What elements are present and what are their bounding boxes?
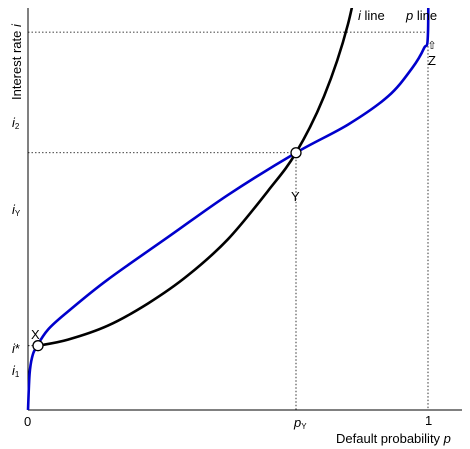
series-label-i-var: i	[358, 8, 362, 23]
series-line-0	[37, 8, 354, 347]
series-label-p-text: line	[413, 8, 437, 23]
series-label-i-line: i line	[358, 8, 385, 23]
y-tick-i1-var: i	[12, 363, 16, 378]
x-tick-pY-var: p	[293, 415, 301, 430]
y-tick-iY-var: i	[12, 202, 16, 217]
point-label-x: X	[31, 327, 40, 342]
series-label-i-text: line	[361, 8, 385, 23]
up-arrow-icon: ⇧	[427, 40, 436, 52]
x-tick-pY-sub: Y	[301, 422, 307, 431]
y-tick-iY: iY	[12, 202, 21, 218]
x-tick-pY: pY	[293, 415, 307, 431]
series-label-p-line: p line	[405, 8, 437, 23]
point-marker-0	[32, 340, 44, 352]
y-tick-istar-var: i	[12, 341, 16, 356]
y-tick-i2: i2	[12, 115, 20, 131]
y-axis-label-var: i	[9, 23, 24, 27]
y-tick-i2-sub: 2	[15, 122, 20, 131]
y-axis-label: Interest rate i	[9, 23, 24, 100]
x-tick-1: 1	[425, 413, 432, 428]
y-tick-istar-mark: *	[15, 341, 20, 356]
y-tick-i2-var: i	[12, 115, 16, 130]
annotation-z: Z	[428, 53, 436, 68]
y-axis-label-text: Interest rate	[9, 27, 24, 100]
axes	[27, 8, 462, 411]
points	[32, 147, 302, 352]
series-lines	[26, 8, 430, 411]
point-label-y: Y	[291, 189, 300, 204]
point-marker-1	[290, 147, 302, 159]
series-label-p-var: p	[405, 8, 413, 23]
y-tick-iY-sub: Y	[15, 209, 21, 218]
x-axis-label-var: p	[443, 431, 451, 446]
guide-lines	[28, 31, 429, 410]
y-tick-i1: i1	[12, 363, 20, 379]
x-axis-label-text: Default probability	[336, 431, 444, 446]
series-line-1	[26, 8, 430, 411]
x-tick-0: 0	[24, 414, 31, 429]
y-tick-istar: i*	[12, 341, 20, 356]
x-axis-label: Default probability p	[336, 431, 451, 446]
y-tick-i1-sub: 1	[15, 370, 20, 379]
